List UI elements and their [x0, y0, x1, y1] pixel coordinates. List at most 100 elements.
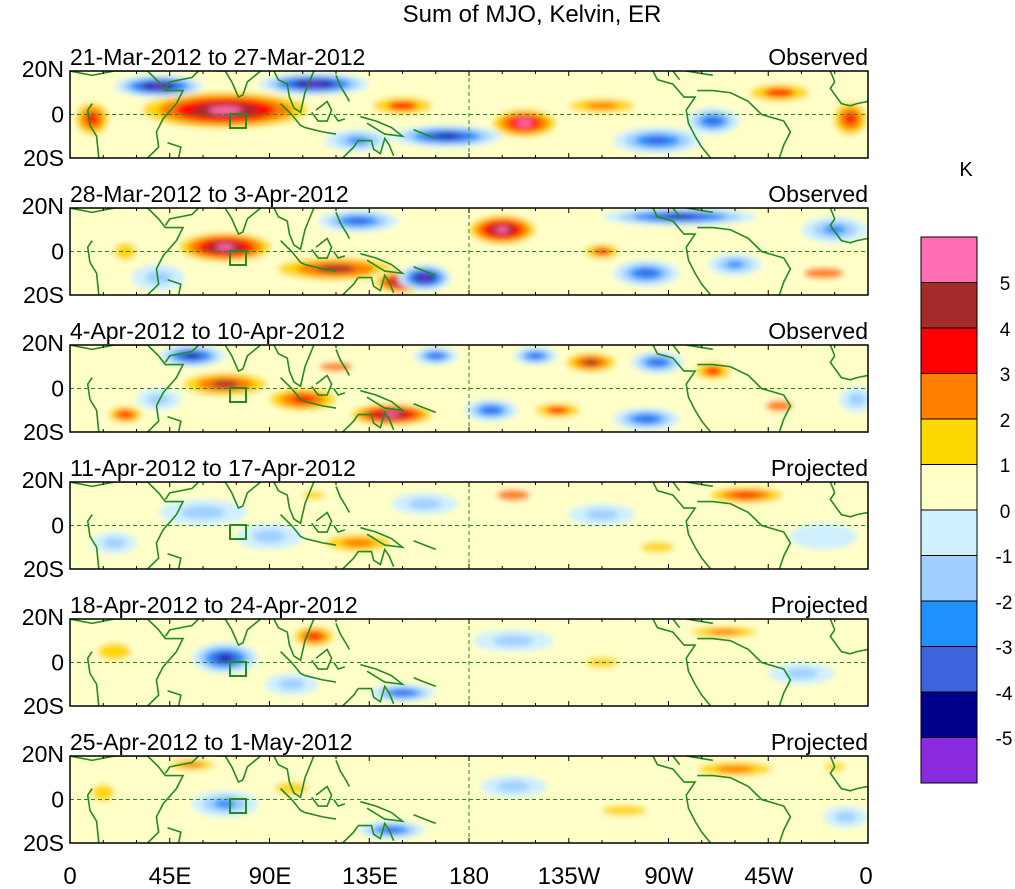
colorbar-swatch — [920, 236, 978, 283]
coastline — [164, 71, 200, 89]
lat-tick-label: 20S — [23, 145, 64, 171]
anomaly-contour — [387, 101, 418, 111]
coastline — [333, 662, 346, 670]
coastline — [829, 208, 836, 220]
anomaly-contour — [307, 633, 321, 640]
coastline — [829, 619, 836, 631]
colorbar-label: -5 — [996, 729, 1013, 750]
anomaly-contour — [496, 489, 530, 501]
coastlines — [70, 71, 868, 158]
panel-date-range: 4-Apr-2012 to 10-Apr-2012 — [70, 318, 345, 344]
coastline — [697, 500, 792, 569]
coastline — [672, 756, 681, 766]
coastline — [167, 416, 182, 432]
coastline — [335, 760, 351, 787]
coastline — [358, 410, 395, 431]
colorbar-swatch — [920, 737, 978, 784]
coastline — [273, 482, 315, 525]
map-panel: 20N 0 20S 18-Apr-2012 to 24-Apr-2012 Project… — [22, 592, 869, 719]
anomaly-contour — [278, 678, 305, 690]
map-panel: 20N 0 20S 21-Mar-2012 to 27-Mar-2012 Observe… — [22, 44, 869, 171]
anomaly-contour — [319, 362, 353, 372]
coastline — [167, 827, 182, 843]
coastline — [310, 374, 333, 396]
coastline — [147, 619, 185, 706]
anomaly-contour — [823, 225, 846, 235]
coastline — [167, 142, 182, 158]
coastline — [672, 208, 681, 218]
anomaly-contour — [215, 244, 235, 251]
coastline — [829, 81, 868, 107]
coastline — [360, 526, 406, 549]
colorbar-label: -2 — [996, 593, 1013, 614]
coastline — [333, 388, 346, 396]
lat-tick-label: 0 — [51, 650, 64, 676]
anomaly-field — [92, 484, 857, 559]
anomaly-contour — [435, 134, 458, 139]
coastline — [697, 774, 792, 843]
coastline — [829, 355, 868, 381]
colorbar-label: 3 — [1000, 365, 1011, 386]
coastline — [413, 402, 437, 414]
colorbar-label: 2 — [1000, 411, 1011, 432]
coastline — [652, 756, 712, 843]
anomaly-contour — [834, 811, 857, 823]
anomaly-contour — [529, 353, 542, 359]
anomaly-contour — [214, 799, 237, 809]
anomaly-contour — [383, 827, 400, 833]
coastline — [413, 813, 437, 825]
coastline — [335, 349, 351, 376]
anomaly-contour — [766, 400, 793, 412]
lat-tick-label: 20N — [22, 330, 64, 356]
lat-tick-label: 0 — [51, 513, 64, 539]
coastline — [273, 619, 315, 662]
coastline — [333, 251, 346, 259]
coastline — [829, 492, 868, 518]
anomaly-contour — [546, 406, 569, 414]
lat-tick-label: 20N — [22, 56, 64, 82]
colorbar-swatch — [920, 509, 978, 556]
coastline — [310, 511, 333, 533]
lat-tick-label: 20S — [23, 830, 64, 856]
colorbar-swatch — [920, 327, 978, 374]
coastline — [358, 547, 395, 568]
colorbar-swatch — [920, 282, 978, 329]
lat-tick-label: 20N — [22, 467, 64, 493]
coastline — [413, 128, 437, 140]
lon-tick-label: 45W — [744, 863, 794, 889]
coastline — [304, 537, 337, 546]
anomaly-contour — [92, 784, 115, 802]
anomaly-contour — [252, 529, 287, 543]
coastline — [360, 252, 406, 275]
coastline — [333, 799, 346, 807]
coastline — [147, 71, 185, 158]
longitude-axis: 0 45E 90E 135E 180 135W 90W 45W 0 — [63, 863, 872, 889]
colorbar-label: -3 — [996, 638, 1013, 659]
coastline — [280, 240, 306, 266]
coastline — [273, 71, 315, 114]
anomaly-field — [103, 208, 868, 295]
anomaly-contour — [764, 88, 795, 98]
panel-status: Observed — [768, 181, 868, 207]
anomaly-contour — [726, 260, 744, 269]
coastline — [360, 800, 406, 823]
coastline — [652, 345, 712, 432]
colorbar-label: 4 — [1000, 320, 1011, 341]
coastline — [413, 265, 437, 277]
lat-tick-label: 20S — [23, 556, 64, 582]
anomaly-contour — [394, 690, 411, 696]
colorbar-boxes — [920, 236, 978, 784]
coastline — [164, 756, 200, 774]
lat-tick-label: 0 — [51, 787, 64, 813]
coastline — [342, 277, 359, 295]
coastline — [333, 525, 346, 533]
lat-tick-label: 20N — [22, 604, 64, 630]
colorbar-swatch — [920, 646, 978, 693]
coastline — [304, 400, 337, 409]
coastline — [164, 208, 200, 226]
panel-date-range: 28-Mar-2012 to 3-Apr-2012 — [70, 181, 349, 207]
coastline — [304, 126, 337, 135]
coastline — [86, 514, 100, 569]
coastline — [304, 263, 337, 272]
